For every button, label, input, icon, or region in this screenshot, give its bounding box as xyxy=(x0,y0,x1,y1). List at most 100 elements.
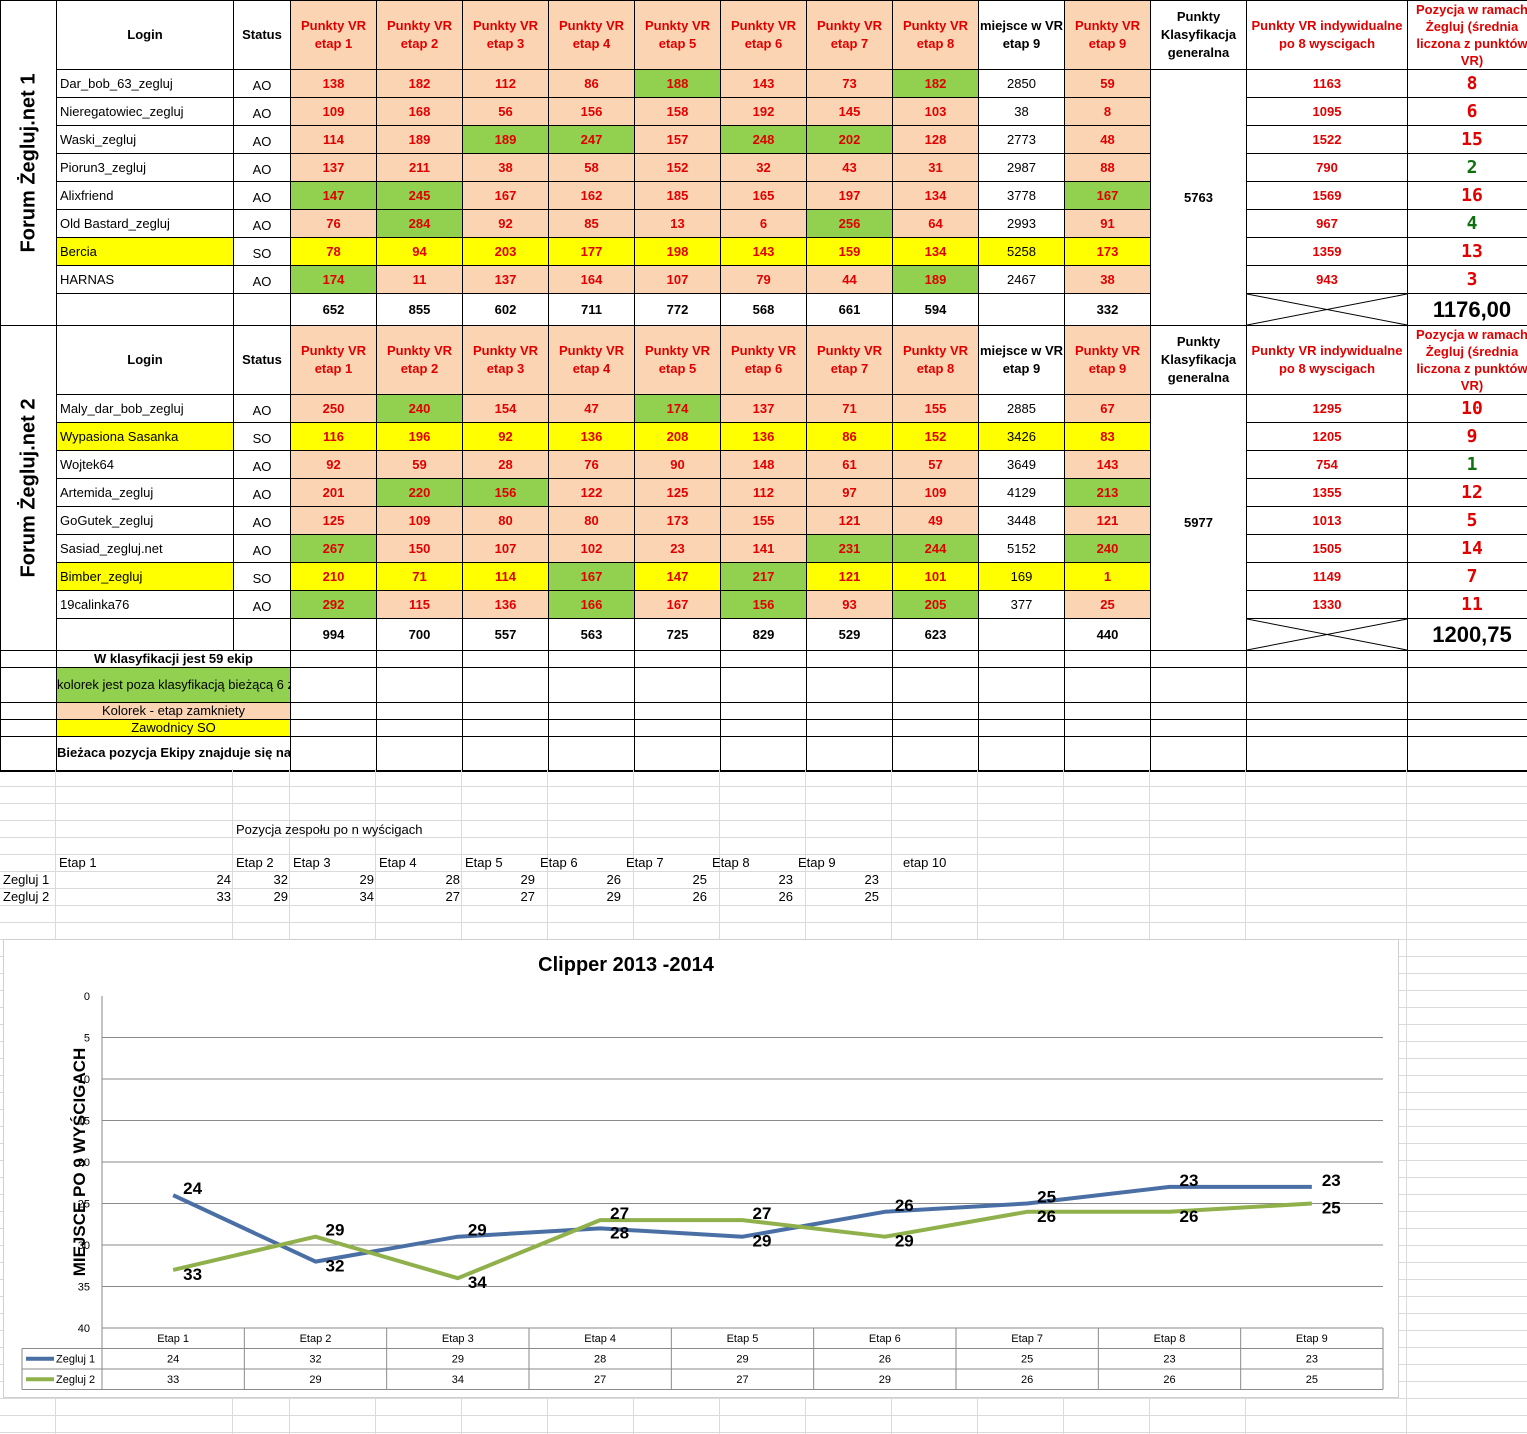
stage-points: 80 xyxy=(548,506,635,535)
stage-header: Punkty VR etap 7 xyxy=(806,325,893,395)
player-login[interactable]: Old Bastard_zegluj xyxy=(56,209,234,238)
player-login[interactable]: GoGutek_zegluj xyxy=(56,506,234,535)
place9-value: 377 xyxy=(978,590,1065,619)
place9-value: 2773 xyxy=(978,125,1065,154)
legend-green: kolorek jest poza klasyfikacją bieżącą 6… xyxy=(56,667,291,703)
player-status: AO xyxy=(233,590,291,619)
data-label: 25 xyxy=(1037,1188,1056,1207)
stage-points: 284 xyxy=(376,209,463,238)
positions-value: 23 xyxy=(778,872,793,887)
stage-points: 244 xyxy=(892,534,979,563)
place9-header: miejsce w VR etap 9 xyxy=(978,0,1065,70)
empty-cell xyxy=(720,702,807,720)
place9-value: 3649 xyxy=(978,450,1065,479)
empty-cell xyxy=(290,736,377,771)
empty-cell xyxy=(978,736,1065,771)
stage-points: 86 xyxy=(548,69,635,98)
player-login[interactable]: 19calinka76 xyxy=(56,590,234,619)
positions-column-header: Etap 4 xyxy=(379,855,417,870)
empty-cell xyxy=(978,667,1065,703)
stage-sum: 563 xyxy=(548,618,635,651)
empty-cell xyxy=(1064,702,1151,720)
grid-line xyxy=(1406,769,1407,1434)
player-login[interactable]: Wypasiona Sasanka xyxy=(56,422,234,451)
stage-points: 79 xyxy=(720,265,807,294)
data-table-value: 26 xyxy=(1163,1374,1175,1386)
player-login[interactable]: Sasiad_zegluj.net xyxy=(56,534,234,563)
general-points: 5763 xyxy=(1150,69,1247,326)
stage9-points: 38 xyxy=(1064,265,1151,294)
stage-points: 136 xyxy=(548,422,635,451)
empty-cell xyxy=(1407,736,1527,771)
legend-series-name: Zegluj 2 xyxy=(56,1374,95,1386)
y-tick-label: 20 xyxy=(78,1157,90,1169)
empty-cell xyxy=(1150,667,1247,703)
stage-sum: 829 xyxy=(720,618,807,651)
stage-points: 256 xyxy=(806,209,893,238)
stage-points: 114 xyxy=(290,125,377,154)
stage-points: 231 xyxy=(806,534,893,563)
stage-points: 240 xyxy=(376,394,463,423)
y-tick-label: 15 xyxy=(78,1116,90,1128)
data-table-value: 29 xyxy=(452,1354,464,1366)
general-header: Punkty Klasyfikacja generalna xyxy=(1150,325,1247,395)
player-login[interactable]: Dar_bob_63_zegluj xyxy=(56,69,234,98)
data-label: 23 xyxy=(1322,1171,1341,1190)
stage-sum: 661 xyxy=(806,293,893,326)
team-position: 13 xyxy=(1407,237,1527,266)
empty-cell xyxy=(1246,719,1408,737)
positions-value: 29 xyxy=(606,889,621,904)
player-login[interactable]: Alixfriend xyxy=(56,181,234,210)
empty-cell xyxy=(290,702,377,720)
stage-points: 166 xyxy=(548,590,635,619)
empty-cell xyxy=(892,719,979,737)
y-tick-label: 30 xyxy=(78,1240,90,1252)
player-login[interactable]: Bimber_zegluj xyxy=(56,562,234,591)
stage-points: 158 xyxy=(634,97,721,126)
player-login[interactable]: Maly_dar_bob_zegluj xyxy=(56,394,234,423)
positions-table-title: Pozycja zespołu po n wyścigach xyxy=(236,822,423,837)
chart-svg: Clipper 2013 -2014 0 5 10 15 20 25 30 35 40 MIEJSC… xyxy=(21,954,1384,1390)
grid-line xyxy=(0,820,1527,821)
stage-sum: 594 xyxy=(892,293,979,326)
stage-points: 248 xyxy=(720,125,807,154)
player-status: AO xyxy=(233,478,291,507)
player-login[interactable]: Nieregatowiec_zegluj xyxy=(56,97,234,126)
stage9-sum: 440 xyxy=(1064,618,1151,651)
stage9-points: 59 xyxy=(1064,69,1151,98)
empty-cell xyxy=(978,618,1065,651)
y-axis-label: MIEJSCE PO 9 WYŚCIGACH xyxy=(70,1048,89,1277)
empty-cell xyxy=(892,736,979,771)
stage-points: 156 xyxy=(720,590,807,619)
data-table-value: 24 xyxy=(167,1354,179,1366)
data-table-value: 27 xyxy=(736,1374,748,1386)
data-label: 25 xyxy=(1322,1199,1341,1218)
stage-points: 47 xyxy=(548,394,635,423)
stage-sum: 725 xyxy=(634,618,721,651)
position-chart[interactable]: Clipper 2013 -2014 0 5 10 15 20 25 30 35 40 MIEJSC… xyxy=(3,939,1399,1398)
player-status: SO xyxy=(233,237,291,266)
stage9-header: Punkty VR etap 9 xyxy=(1064,0,1151,70)
positions-row-label: Zegluj 1 xyxy=(3,872,50,887)
player-login[interactable]: Artemida_zegluj xyxy=(56,478,234,507)
stage-points: 115 xyxy=(376,590,463,619)
empty-cell xyxy=(806,719,893,737)
player-login[interactable]: Piorun3_zegluj xyxy=(56,153,234,182)
stage-header: Punkty VR etap 8 xyxy=(892,325,979,395)
player-login[interactable]: Wojtek64 xyxy=(56,450,234,479)
empty-cell xyxy=(892,702,979,720)
positions-value: 23 xyxy=(864,872,879,887)
stage-points: 134 xyxy=(892,181,979,210)
positions-value: 33 xyxy=(216,889,231,904)
general-points: 5977 xyxy=(1150,394,1247,651)
empty-cell xyxy=(1407,719,1527,737)
team-position: 3 xyxy=(1407,265,1527,294)
x-category-label: Etap 7 xyxy=(1011,1333,1043,1345)
stage-points: 208 xyxy=(634,422,721,451)
player-login[interactable]: Waski_zegluj xyxy=(56,125,234,154)
player-login[interactable]: HARNAS xyxy=(56,265,234,294)
player-login[interactable]: Bercia xyxy=(56,237,234,266)
stage-points: 292 xyxy=(290,590,377,619)
positions-value: 24 xyxy=(216,872,231,887)
stage-points: 197 xyxy=(806,181,893,210)
